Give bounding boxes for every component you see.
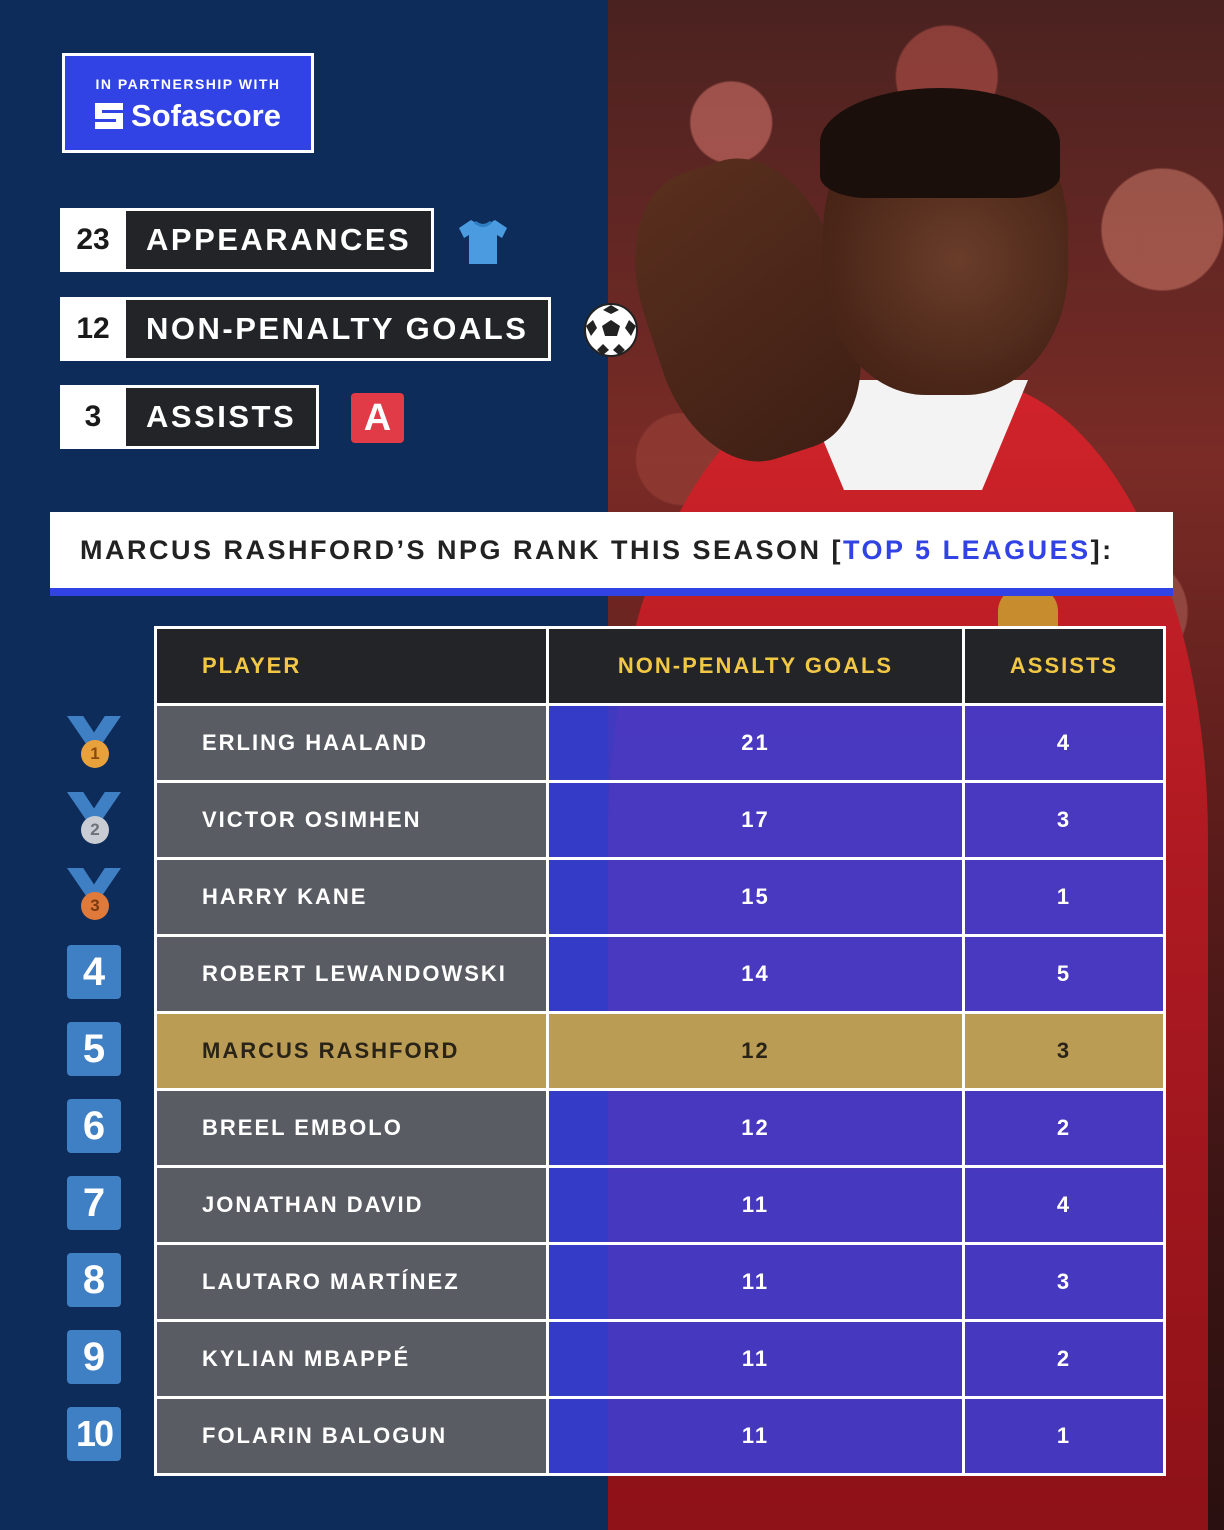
stat-value: 23 bbox=[60, 208, 126, 272]
table-row: VICTOR OSIMHEN 17 3 bbox=[157, 783, 1163, 860]
medal-number: 2 bbox=[81, 816, 109, 844]
football-icon bbox=[583, 302, 639, 362]
npg-value: 12 bbox=[549, 1014, 965, 1088]
player-name: ROBERT LEWANDOWSKI bbox=[157, 937, 549, 1011]
stat-value: 12 bbox=[60, 297, 126, 361]
title-highlight: TOP 5 LEAGUES bbox=[843, 534, 1091, 565]
partner-brand-name: Sofascore bbox=[131, 98, 281, 133]
table-row: KYLIAN MBAPPÉ 11 2 bbox=[157, 1322, 1163, 1399]
npg-value: 21 bbox=[549, 706, 965, 780]
rank-table: PLAYER NON-PENALTY GOALS ASSISTS ERLING … bbox=[154, 626, 1166, 1476]
player-name: KYLIAN MBAPPÉ bbox=[157, 1322, 549, 1396]
medal-number: 3 bbox=[81, 892, 109, 920]
stat-label: APPEARANCES bbox=[126, 208, 435, 272]
stat-label: ASSISTS bbox=[126, 385, 320, 449]
bronze-medal-icon: 3 bbox=[67, 868, 121, 924]
stat-appearances: 23 APPEARANCES bbox=[60, 208, 435, 272]
silver-medal-icon: 2 bbox=[67, 792, 121, 848]
stat-non-penalty-goals: 12 NON-PENALTY GOALS bbox=[60, 297, 552, 361]
table-row: LAUTARO MARTÍNEZ 11 3 bbox=[157, 1245, 1163, 1322]
table-header-row: PLAYER NON-PENALTY GOALS ASSISTS bbox=[157, 629, 1163, 706]
stat-value: 3 bbox=[60, 385, 126, 449]
assists-value: 3 bbox=[965, 1245, 1163, 1319]
rank-badge: 8 bbox=[67, 1253, 121, 1307]
rank-badge: 5 bbox=[67, 1022, 121, 1076]
rank-badge: 7 bbox=[67, 1176, 121, 1230]
rank-title-bar: MARCUS RASHFORD’S NPG RANK THIS SEASON [… bbox=[50, 512, 1173, 588]
header-player: PLAYER bbox=[157, 629, 549, 703]
npg-value: 11 bbox=[549, 1399, 965, 1473]
npg-value: 14 bbox=[549, 937, 965, 1011]
table-row: ROBERT LEWANDOWSKI 14 5 bbox=[157, 937, 1163, 1014]
table-row: HARRY KANE 15 1 bbox=[157, 860, 1163, 937]
npg-value: 11 bbox=[549, 1322, 965, 1396]
assists-value: 3 bbox=[965, 783, 1163, 857]
table-row-highlighted: MARCUS RASHFORD 12 3 bbox=[157, 1014, 1163, 1091]
rank-badge: 4 bbox=[67, 945, 121, 999]
assists-value: 1 bbox=[965, 1399, 1163, 1473]
npg-value: 15 bbox=[549, 860, 965, 934]
title-underline bbox=[50, 588, 1173, 596]
medal-number: 1 bbox=[81, 740, 109, 768]
player-name: HARRY KANE bbox=[157, 860, 549, 934]
rank-badge: 9 bbox=[67, 1330, 121, 1384]
player-name: MARCUS RASHFORD bbox=[157, 1014, 549, 1088]
player-name: JONATHAN DAVID bbox=[157, 1168, 549, 1242]
sofascore-logo-icon bbox=[95, 103, 124, 129]
partner-brand: Sofascore bbox=[65, 98, 311, 134]
assists-value: 5 bbox=[965, 937, 1163, 1011]
shirt-icon bbox=[455, 218, 511, 270]
title-suffix: ]: bbox=[1090, 534, 1114, 565]
table-row: FOLARIN BALOGUN 11 1 bbox=[157, 1399, 1163, 1473]
table-row: ERLING HAALAND 21 4 bbox=[157, 706, 1163, 783]
npg-value: 17 bbox=[549, 783, 965, 857]
assists-value: 4 bbox=[965, 706, 1163, 780]
header-npg: NON-PENALTY GOALS bbox=[549, 629, 965, 703]
assists-value: 3 bbox=[965, 1014, 1163, 1088]
header-assists: ASSISTS bbox=[965, 629, 1163, 703]
rank-title: MARCUS RASHFORD’S NPG RANK THIS SEASON [… bbox=[80, 535, 1114, 566]
assists-value: 1 bbox=[965, 860, 1163, 934]
player-name: LAUTARO MARTÍNEZ bbox=[157, 1245, 549, 1319]
player-name: ERLING HAALAND bbox=[157, 706, 549, 780]
stat-assists: 3 ASSISTS bbox=[60, 385, 320, 449]
assists-value: 2 bbox=[965, 1091, 1163, 1165]
player-hair bbox=[820, 88, 1060, 198]
partner-tagline: IN PARTNERSHIP WITH bbox=[95, 76, 281, 92]
stat-label: NON-PENALTY GOALS bbox=[126, 297, 552, 361]
title-prefix: MARCUS RASHFORD’S NPG RANK THIS SEASON [ bbox=[80, 534, 844, 565]
player-name: FOLARIN BALOGUN bbox=[157, 1399, 549, 1473]
rank-badge: 6 bbox=[67, 1099, 121, 1153]
partner-badge: IN PARTNERSHIP WITH Sofascore bbox=[62, 53, 314, 153]
table-row: JONATHAN DAVID 11 4 bbox=[157, 1168, 1163, 1245]
assists-value: 2 bbox=[965, 1322, 1163, 1396]
assist-icon: A bbox=[351, 393, 404, 443]
gold-medal-icon: 1 bbox=[67, 716, 121, 772]
table-row: BREEL EMBOLO 12 2 bbox=[157, 1091, 1163, 1168]
player-name: VICTOR OSIMHEN bbox=[157, 783, 549, 857]
assists-value: 4 bbox=[965, 1168, 1163, 1242]
npg-value: 12 bbox=[549, 1091, 965, 1165]
npg-value: 11 bbox=[549, 1168, 965, 1242]
npg-value: 11 bbox=[549, 1245, 965, 1319]
player-name: BREEL EMBOLO bbox=[157, 1091, 549, 1165]
rank-badge: 10 bbox=[67, 1407, 121, 1461]
